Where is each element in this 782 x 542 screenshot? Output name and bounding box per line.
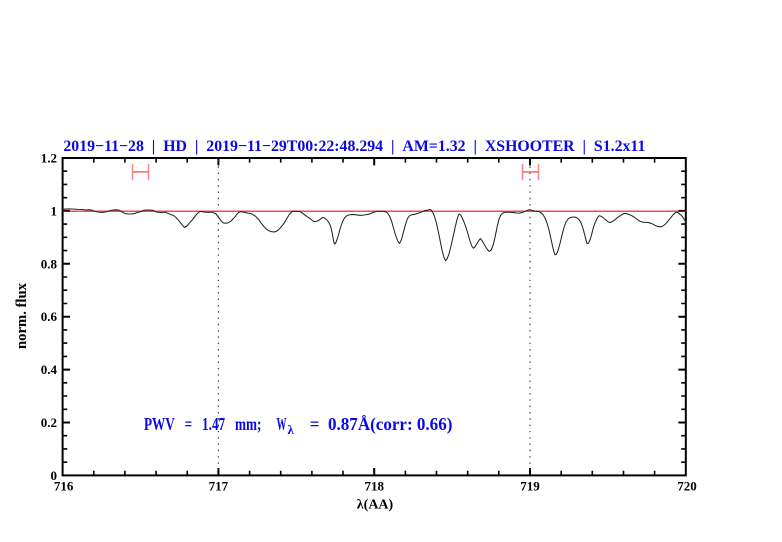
svg-text:1: 1 [51,204,58,219]
svg-text:PWV = 1.47 mm;: PWV = 1.47 mm; [144,414,261,434]
svg-text:norm. flux: norm. flux [14,283,30,349]
svg-text:2019−11−28 | HD | 2019−11−: 2019−11−28 | HD | 2019−11−29T00:22:48.29… [63,138,645,155]
svg-text:0.8: 0.8 [41,256,58,271]
svg-text:λ: λ [288,422,295,437]
svg-text:0.2: 0.2 [41,415,57,430]
svg-text:W: W [277,414,287,434]
svg-text:0: 0 [51,468,58,483]
svg-text:718: 718 [364,479,384,494]
svg-text:= 0.87Å(corr: 0.66): = 0.87Å(corr: 0.66) [310,414,453,434]
svg-text:720: 720 [677,479,697,494]
svg-text:λ(AA): λ(AA) [357,498,394,513]
svg-text:1.2: 1.2 [41,151,57,166]
svg-text:716: 716 [54,479,74,494]
svg-text:719: 719 [520,479,540,494]
svg-text:0.4: 0.4 [41,362,58,377]
svg-text:0.6: 0.6 [41,309,58,324]
svg-text:717: 717 [209,479,229,494]
